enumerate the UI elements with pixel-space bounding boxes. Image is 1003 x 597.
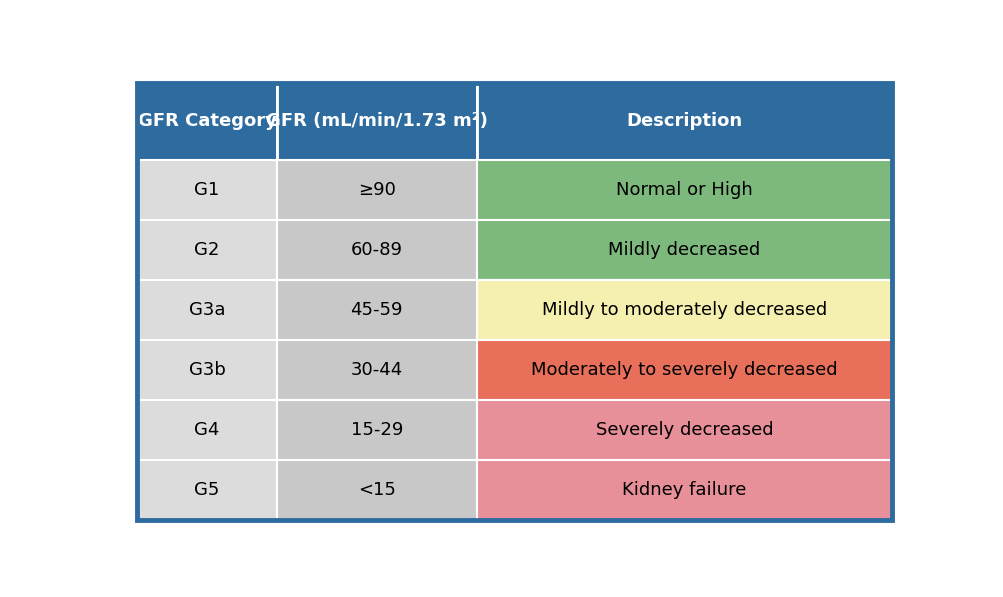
Bar [277,400,476,460]
Bar [476,83,891,159]
Bar [277,220,476,279]
Bar [277,159,476,220]
Text: G2: G2 [195,241,220,259]
Text: G1: G1 [195,180,220,199]
Bar [137,340,277,400]
Text: Description: Description [626,112,741,130]
Text: Severely decreased: Severely decreased [595,421,772,439]
Bar [476,159,891,220]
Text: G3b: G3b [189,361,226,378]
Bar [137,460,277,520]
Bar [476,220,891,279]
Text: <15: <15 [357,481,395,499]
Bar [137,159,277,220]
Bar [277,460,476,520]
Bar [277,279,476,340]
Text: Normal or High: Normal or High [616,180,752,199]
Bar [476,279,891,340]
Text: G4: G4 [195,421,220,439]
Text: GFR (mL/min/1.73 m²): GFR (mL/min/1.73 m²) [266,112,487,130]
Text: Moderately to severely decreased: Moderately to severely decreased [531,361,837,378]
Text: Mildly decreased: Mildly decreased [608,241,759,259]
Text: 30-44: 30-44 [350,361,402,378]
Text: G3a: G3a [189,301,225,319]
Text: G5: G5 [195,481,220,499]
Text: 15-29: 15-29 [350,421,402,439]
Text: ≥90: ≥90 [357,180,395,199]
Bar [137,400,277,460]
Bar [137,83,277,159]
Text: 60-89: 60-89 [350,241,402,259]
Bar [277,340,476,400]
Bar [137,279,277,340]
Bar [137,220,277,279]
Text: 45-59: 45-59 [350,301,402,319]
Text: Kidney failure: Kidney failure [622,481,746,499]
Bar [476,400,891,460]
Text: Mildly to moderately decreased: Mildly to moderately decreased [542,301,826,319]
Bar [476,340,891,400]
Bar [476,460,891,520]
Bar [277,83,476,159]
Text: GFR Category: GFR Category [137,112,276,130]
